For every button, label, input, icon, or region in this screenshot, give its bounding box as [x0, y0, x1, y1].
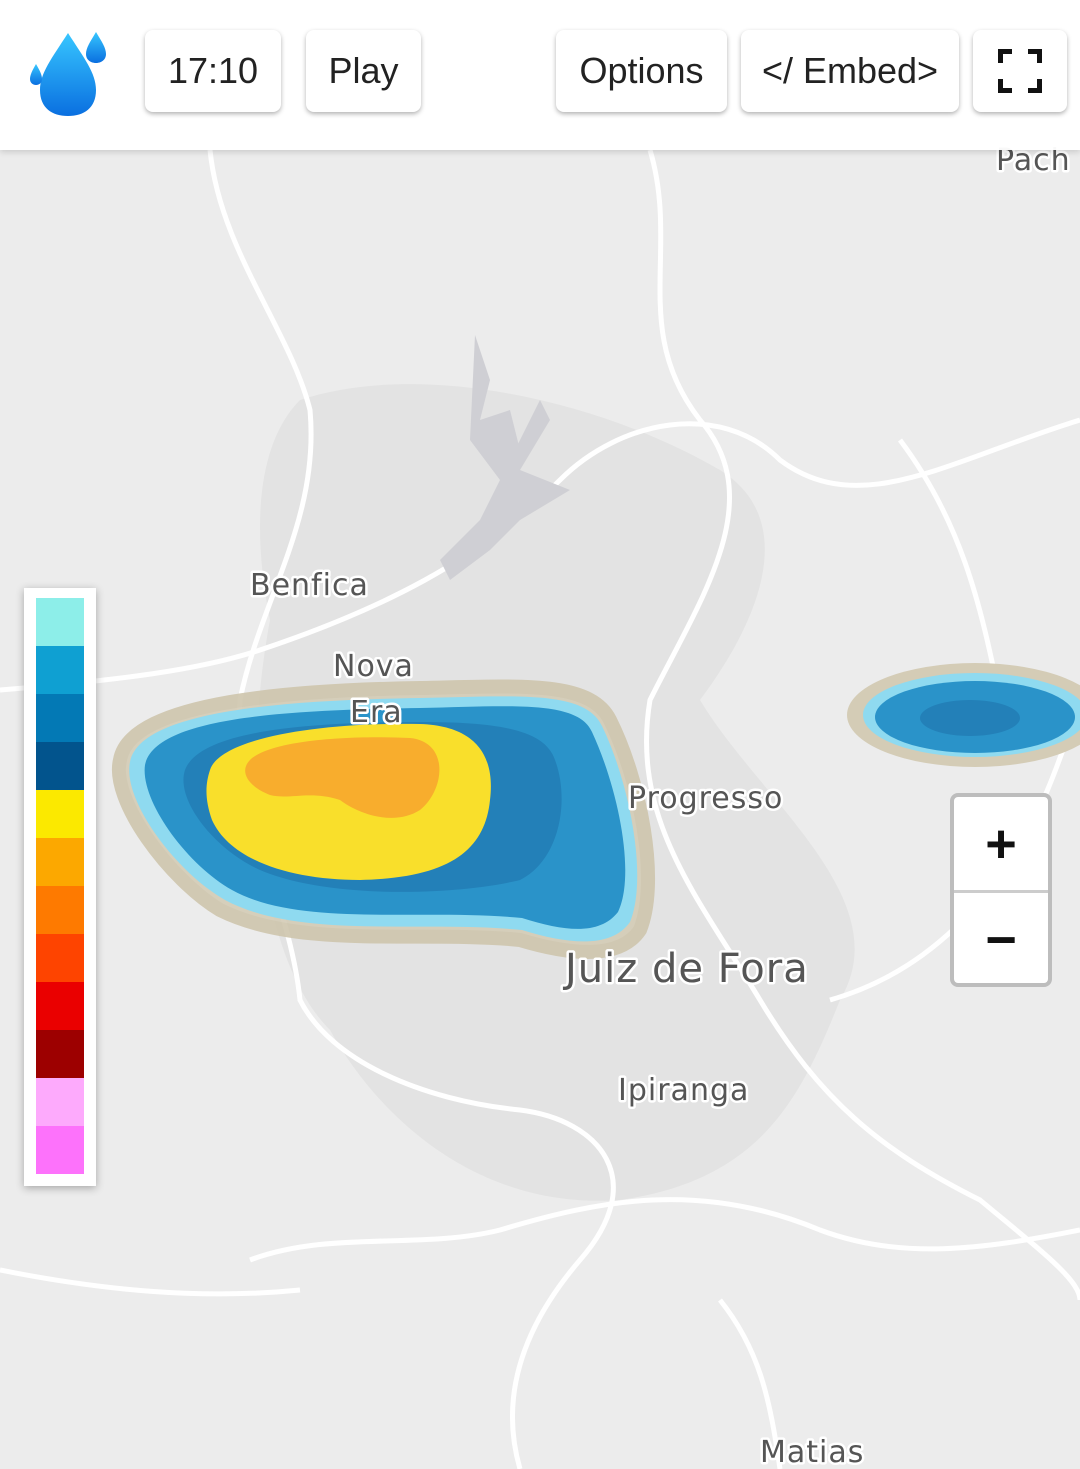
fullscreen-icon: [998, 49, 1042, 93]
logo[interactable]: [14, 18, 124, 128]
place-label: Nova: [333, 649, 414, 684]
legend-swatch: [36, 982, 84, 1030]
place-label: Ipiranga: [618, 1073, 749, 1108]
place-labels: Pach Benfica Nova Era Progresso Juiz de …: [248, 141, 1073, 1469]
zoom-out[interactable]: −: [985, 909, 1017, 970]
place-label: Matias: [760, 1435, 864, 1469]
embed-button[interactable]: </ Embed>: [741, 30, 959, 112]
legend-swatch: [36, 790, 84, 838]
radar-echo: [111, 663, 1080, 959]
options-button[interactable]: Options: [556, 30, 727, 112]
zoom-in[interactable]: +: [954, 797, 1048, 893]
legend-swatch: [36, 1078, 84, 1126]
legend-swatch: [36, 1126, 84, 1174]
legend-swatch: [36, 694, 84, 742]
legend-swatch: [36, 934, 84, 982]
legend: [24, 588, 96, 1186]
toolbar: 17:10 Play Options </ Embed>: [0, 0, 1080, 150]
legend-swatch: [36, 742, 84, 790]
play-button[interactable]: Play: [306, 30, 421, 112]
place-label: Juiz de Fora: [562, 946, 809, 992]
zoom-control: + −: [950, 793, 1052, 987]
lake: [440, 335, 570, 580]
legend-swatch: [36, 886, 84, 934]
legend-swatch: [36, 1030, 84, 1078]
place-label: Benfica: [250, 568, 369, 603]
legend-swatch: [36, 646, 84, 694]
legend-swatch: [36, 598, 84, 646]
time-button[interactable]: 17:10: [145, 30, 281, 112]
place-label: Progresso: [628, 781, 783, 816]
fullscreen-button[interactable]: [973, 30, 1067, 112]
legend-swatch: [36, 838, 84, 886]
place-label: Era: [350, 695, 403, 730]
